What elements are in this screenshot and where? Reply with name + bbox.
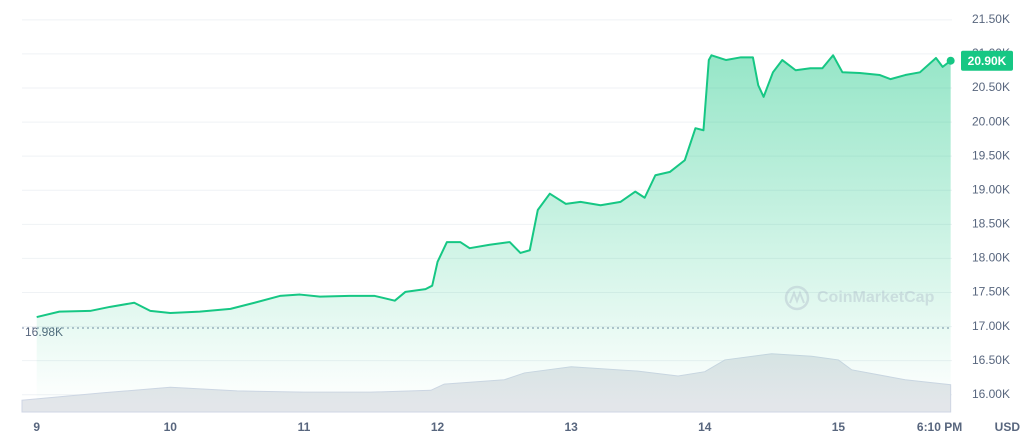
watermark-text: CoinMarketCap xyxy=(817,289,935,306)
y-tick-label: 17.00K xyxy=(972,319,1010,333)
price-tag xyxy=(961,50,1013,71)
y-tick-label: 16.50K xyxy=(972,353,1010,367)
y-tick-label: 19.00K xyxy=(972,182,1010,196)
last-point xyxy=(946,56,955,65)
x-tick-label: 13 xyxy=(565,420,579,434)
unit-label: USD xyxy=(995,420,1021,434)
x-tick-label: 11 xyxy=(298,420,311,434)
price-line xyxy=(36,54,952,319)
y-tick-label: 21.50K xyxy=(972,12,1010,26)
y-tick-label: 20.50K xyxy=(972,80,1010,94)
x-tick-label: 15 xyxy=(832,420,846,434)
x-tick-label: 14 xyxy=(698,420,712,434)
y-tick-label: 18.00K xyxy=(972,251,1010,265)
x-tick-label: 10 xyxy=(164,420,178,434)
price-area xyxy=(36,55,951,406)
y-tick-label: 20.00K xyxy=(972,114,1010,128)
y-tick-label: 18.50K xyxy=(972,217,1010,231)
x-tick-label: 9 xyxy=(33,420,40,434)
price-tag-label: 20.90K xyxy=(968,54,1007,68)
x-tick-label: 6:10 PM xyxy=(917,420,962,434)
y-tick-label: 16.00K xyxy=(972,387,1010,401)
watermark: CoinMarketCap xyxy=(784,285,935,311)
x-tick-label: 12 xyxy=(431,420,445,434)
y-tick-label: 19.50K xyxy=(972,148,1010,162)
y-tick-label: 17.50K xyxy=(972,285,1010,299)
